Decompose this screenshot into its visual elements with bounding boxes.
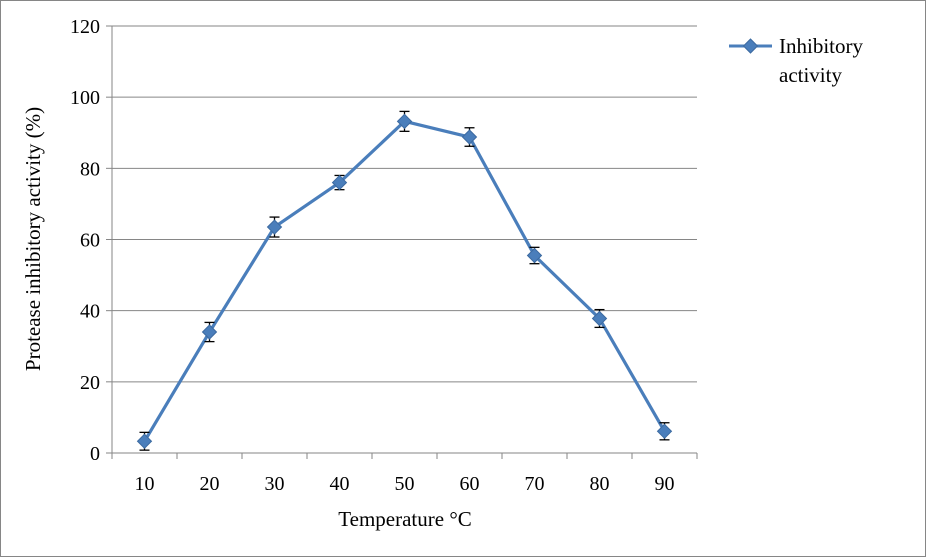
x-tick-label: 60 — [460, 473, 480, 495]
x-tick-label: 50 — [395, 473, 415, 495]
x-tick-label: 10 — [135, 473, 155, 495]
y-tick-label: 100 — [70, 87, 100, 109]
x-tick-label: 30 — [265, 473, 285, 495]
data-point-marker — [266, 219, 283, 235]
data-point-marker — [201, 324, 218, 340]
data-markers — [136, 113, 673, 449]
y-tick-labels: 0 20 40 60 80 100 120 — [70, 16, 100, 465]
data-point-marker — [396, 113, 413, 130]
x-tick-label: 40 — [330, 473, 350, 495]
legend-label-line-1: Inhibitory — [779, 34, 863, 58]
legend-marker-swatch — [742, 38, 759, 54]
data-point-marker — [591, 310, 608, 327]
data-point-marker — [656, 423, 673, 440]
x-tick-labels: 10 20 30 40 50 60 70 80 90 — [135, 473, 675, 495]
y-tick-label: 80 — [80, 158, 100, 180]
x-axis-title: Temperature °C — [338, 507, 471, 531]
y-tick-label: 120 — [70, 16, 100, 38]
y-axis-title: Protease inhibitory activity (%) — [21, 107, 45, 371]
y-tick-label: 60 — [80, 230, 100, 252]
y-tick-label: 0 — [90, 443, 100, 465]
data-point-marker — [526, 247, 543, 264]
x-tick-label: 80 — [590, 473, 610, 495]
x-tick-label: 70 — [525, 473, 545, 495]
x-tick-label: 20 — [200, 473, 220, 495]
y-tick-label: 40 — [80, 301, 100, 323]
data-point-marker — [331, 174, 348, 191]
axes — [106, 25, 698, 459]
x-tick-label: 90 — [655, 473, 675, 495]
legend-label-line-2: activity — [779, 63, 842, 87]
data-point-marker — [136, 433, 153, 449]
data-point-marker — [461, 129, 478, 145]
legend: Inhibitory activity — [729, 34, 863, 87]
y-tick-label: 20 — [80, 372, 100, 394]
